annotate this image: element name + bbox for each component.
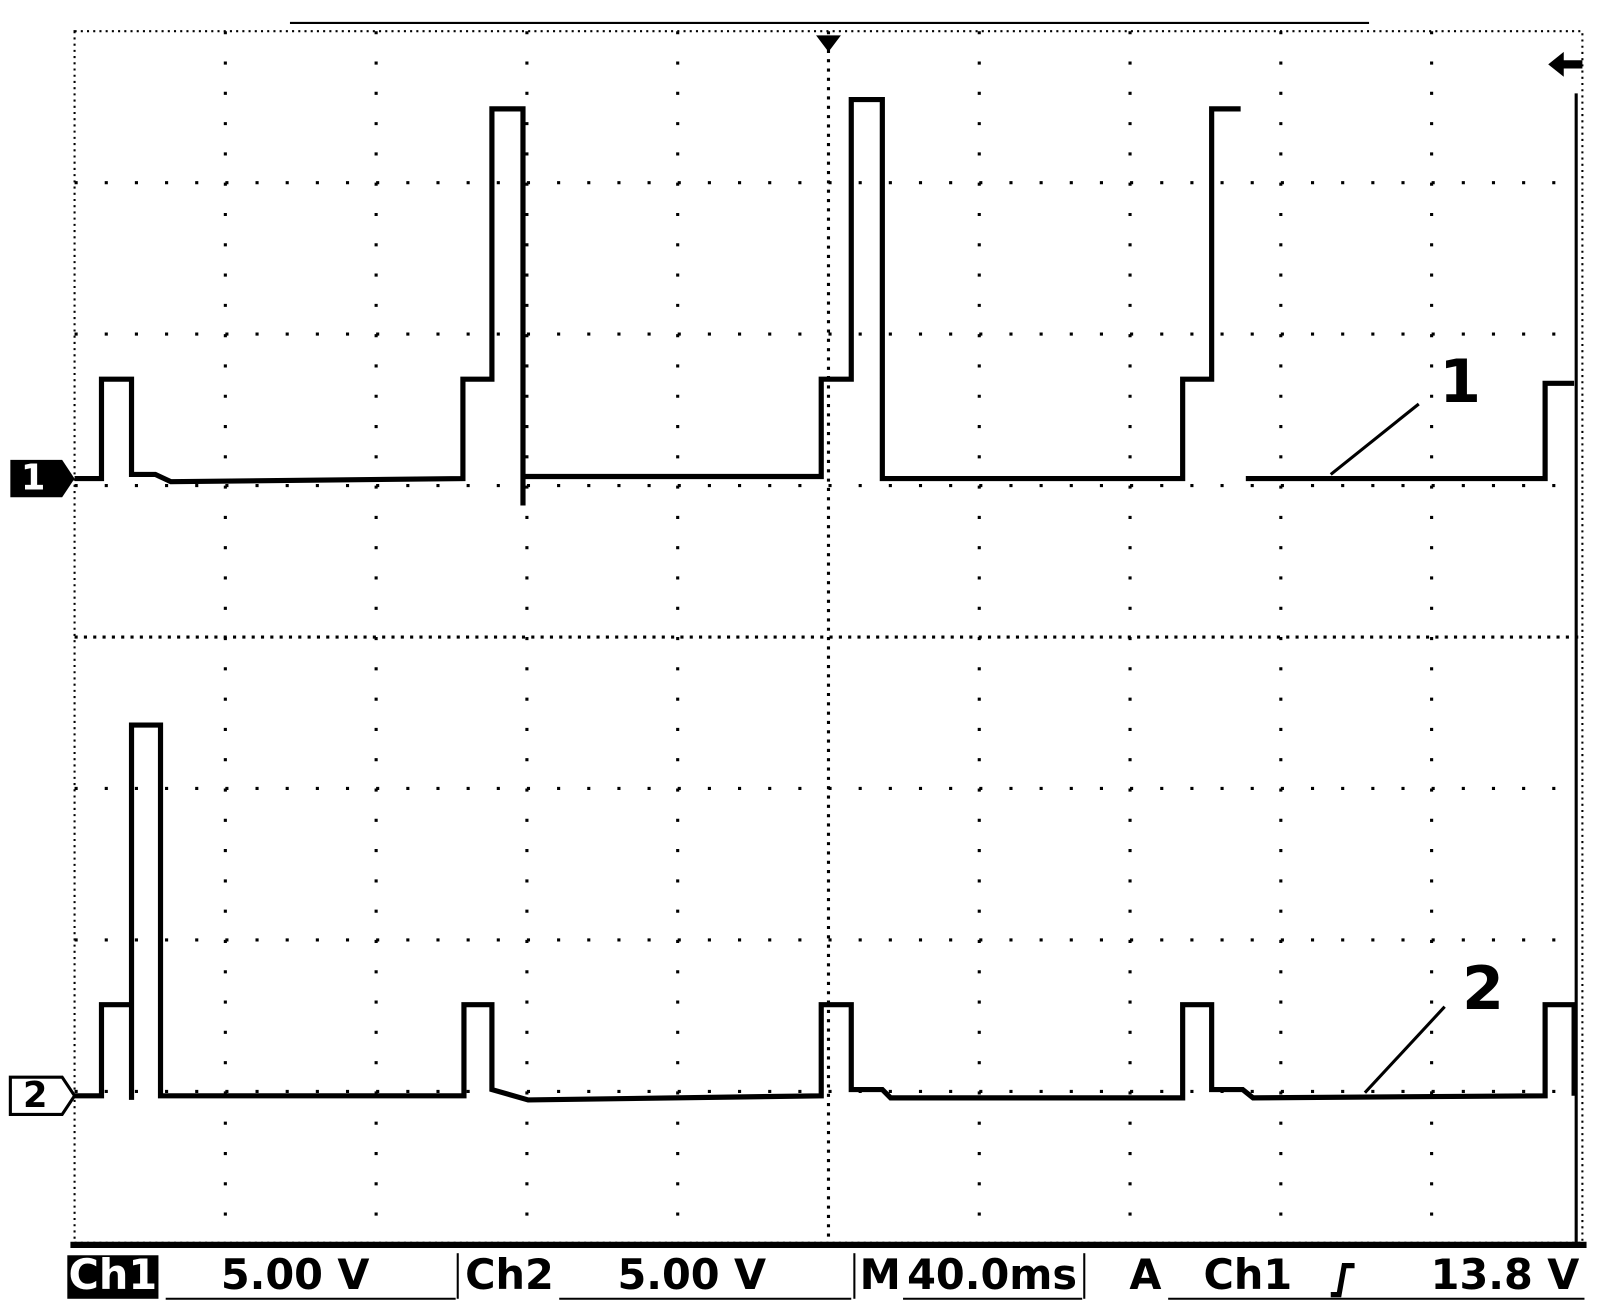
status-text: A <box>1129 1251 1161 1299</box>
status-text: 5.00 V <box>221 1251 370 1299</box>
annotation-label: 2 <box>1462 954 1504 1024</box>
annotation-leader <box>1329 402 1420 476</box>
channel-marker <box>10 459 75 498</box>
status-text: M <box>860 1251 901 1299</box>
channel-2-trace <box>74 722 1577 1103</box>
status-text: 5.00 V <box>617 1251 766 1299</box>
status-text: Ch1 <box>69 1251 158 1299</box>
graticule <box>74 31 1583 1243</box>
status-text: Ch1 <box>1204 1251 1293 1299</box>
annotation-label: 1 <box>1439 347 1481 417</box>
channel-marker-label: 1 <box>21 458 45 499</box>
channel-marker <box>8 1075 77 1116</box>
trigger-level-marker <box>1548 51 1583 77</box>
status-text: 13.8 V <box>1431 1251 1580 1299</box>
channel-marker-label: 2 <box>23 1075 47 1116</box>
annotation-leader <box>1363 1005 1446 1094</box>
trigger-slope-icon <box>1330 1263 1355 1298</box>
trigger-position-marker <box>816 35 841 52</box>
channel-1-trace <box>74 96 1575 506</box>
status-text: Ch2 <box>465 1251 554 1299</box>
status-text: 40.0ms <box>907 1251 1077 1299</box>
ch1-label-bg <box>67 1255 159 1299</box>
